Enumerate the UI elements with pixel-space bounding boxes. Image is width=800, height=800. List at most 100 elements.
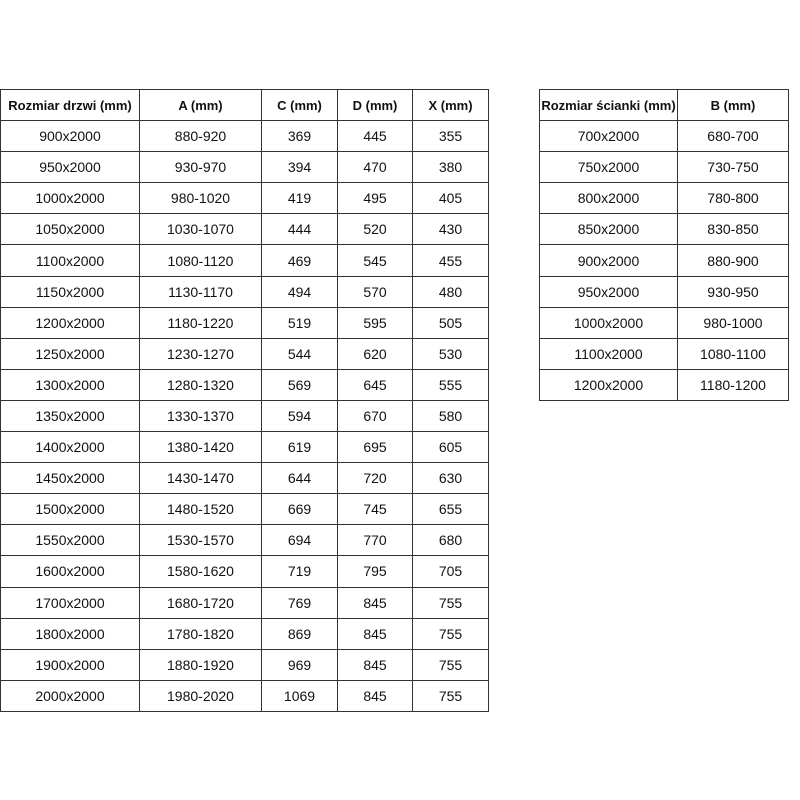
table-row: 2000x2000 1980-2020 1069 845 755 (0, 679, 489, 712)
column-header: Rozmiar ścianki (mm) (539, 88, 678, 122)
table-cell: 1130-1170 (139, 275, 262, 308)
table-row: 1150x2000 1130-1170 494 570 480 (0, 275, 489, 308)
table-cell: 444 (261, 213, 338, 246)
table-row: 1500x2000 1480-1520 669 745 655 (0, 493, 489, 526)
table-cell: 845 (337, 648, 413, 681)
table-cell: 430 (412, 213, 489, 246)
table-row: 750x2000 730-750 (539, 151, 789, 184)
table-cell: 845 (337, 679, 413, 712)
table-cell: 695 (337, 431, 413, 464)
table-cell: 620 (337, 337, 413, 370)
table-cell: 755 (412, 648, 489, 681)
table-cell: 1350x2000 (0, 399, 140, 433)
table-cell: 755 (412, 617, 489, 650)
table-cell: 1330-1370 (139, 399, 262, 433)
table-cell: 1900x2000 (0, 648, 140, 681)
table-cell: 720 (337, 462, 413, 495)
table-cell: 845 (337, 586, 413, 619)
table-row: 1600x2000 1580-1620 719 795 705 (0, 555, 489, 588)
table-cell: 1000x2000 (0, 182, 140, 215)
table-cell: 530 (412, 337, 489, 370)
table-cell: 1080-1100 (677, 337, 789, 370)
table-cell: 755 (412, 679, 489, 712)
table-cell: 1580-1620 (139, 555, 262, 588)
column-header: Rozmiar drzwi (mm) (0, 88, 140, 122)
table-cell: 880-900 (677, 244, 789, 277)
column-header: D (mm) (337, 88, 413, 122)
table-cell: 1680-1720 (139, 586, 262, 619)
table-cell: 520 (337, 213, 413, 246)
table-cell: 1230-1270 (139, 337, 262, 370)
table-cell: 769 (261, 586, 338, 619)
wall-table-body: 700x2000 680-700 750x2000 730-750 800x2000 78… (539, 120, 789, 401)
table-row: 1200x2000 1180-1220 519 595 505 (0, 306, 489, 339)
table-cell: 619 (261, 431, 338, 464)
table-cell: 494 (261, 275, 338, 308)
table-cell: 750x2000 (539, 151, 678, 184)
table-row: 900x2000 880-900 (539, 244, 789, 277)
table-cell: 544 (261, 337, 338, 370)
table-row: 1350x2000 1330-1370 594 670 580 (0, 399, 489, 433)
door-size-table: Rozmiar drzwi (mm) A (mm) C (mm) D (mm) X (m… (0, 88, 489, 712)
table-row: 1900x2000 1880-1920 969 845 755 (0, 648, 489, 681)
table-cell: 1530-1570 (139, 524, 262, 557)
column-header: C (mm) (261, 88, 338, 122)
door-table-header-row: Rozmiar drzwi (mm) A (mm) C (mm) D (mm) X (m… (0, 88, 489, 122)
table-cell: 2000x2000 (0, 679, 140, 712)
table-cell: 569 (261, 368, 338, 401)
table-cell: 800x2000 (539, 182, 678, 215)
table-cell: 1450x2000 (0, 462, 140, 495)
table-row: 800x2000 780-800 (539, 182, 789, 215)
table-cell: 1180-1220 (139, 306, 262, 339)
table-cell: 1700x2000 (0, 586, 140, 619)
table-row: 1100x2000 1080-1120 469 545 455 (0, 244, 489, 277)
table-cell: 850x2000 (539, 213, 678, 246)
table-row: 1300x2000 1280-1320 569 645 555 (0, 368, 489, 401)
table-cell: 355 (412, 120, 489, 153)
table-cell: 1200x2000 (539, 368, 678, 401)
table-cell: 930-970 (139, 151, 262, 184)
table-cell: 780-800 (677, 182, 789, 215)
table-cell: 519 (261, 306, 338, 339)
table-cell: 1030-1070 (139, 213, 262, 246)
table-cell: 770 (337, 524, 413, 557)
table-cell: 445 (337, 120, 413, 153)
table-cell: 595 (337, 306, 413, 339)
table-row: 1400x2000 1380-1420 619 695 605 (0, 431, 489, 464)
table-cell: 705 (412, 555, 489, 588)
table-row: 1700x2000 1680-1720 769 845 755 (0, 586, 489, 619)
table-cell: 1100x2000 (0, 244, 140, 277)
table-row: 1200x2000 1180-1200 (539, 368, 789, 401)
table-row: 950x2000 930-970 394 470 380 (0, 151, 489, 184)
table-cell: 1100x2000 (539, 337, 678, 370)
table-cell: 680-700 (677, 120, 789, 153)
table-row: 850x2000 830-850 (539, 213, 789, 246)
table-cell: 1380-1420 (139, 431, 262, 464)
table-cell: 1300x2000 (0, 368, 140, 401)
table-row: 1550x2000 1530-1570 694 770 680 (0, 524, 489, 557)
table-cell: 419 (261, 182, 338, 215)
table-cell: 755 (412, 586, 489, 619)
table-cell: 1780-1820 (139, 617, 262, 650)
table-cell: 1500x2000 (0, 493, 140, 526)
table-cell: 670 (337, 399, 413, 433)
table-cell: 1200x2000 (0, 306, 140, 339)
table-cell: 1600x2000 (0, 555, 140, 588)
table-cell: 900x2000 (539, 244, 678, 277)
table-cell: 380 (412, 151, 489, 184)
table-cell: 1430-1470 (139, 462, 262, 495)
table-cell: 1000x2000 (539, 306, 678, 339)
table-cell: 950x2000 (539, 275, 678, 308)
table-cell: 394 (261, 151, 338, 184)
wall-size-table: Rozmiar ścianki (mm) B (mm) 700x2000 680-7… (539, 88, 789, 401)
table-cell: 745 (337, 493, 413, 526)
table-cell: 470 (337, 151, 413, 184)
table-cell: 900x2000 (0, 120, 140, 153)
table-cell: 495 (337, 182, 413, 215)
door-table-body: 900x2000 880-920 369 445 355 950x2000 930-970 3… (0, 120, 489, 712)
table-cell: 730-750 (677, 151, 789, 184)
table-cell: 700x2000 (539, 120, 678, 153)
column-header: A (mm) (139, 88, 262, 122)
table-cell: 505 (412, 306, 489, 339)
table-cell: 845 (337, 617, 413, 650)
